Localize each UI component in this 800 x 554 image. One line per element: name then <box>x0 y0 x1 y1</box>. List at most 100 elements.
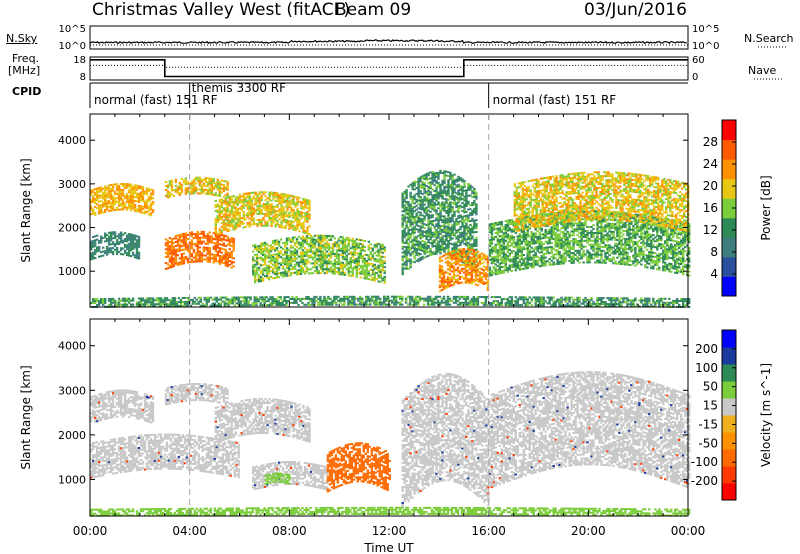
pow-cell <box>236 221 239 224</box>
pow-cell <box>220 251 223 254</box>
pow-cell <box>298 220 301 223</box>
pow-cell <box>435 172 438 175</box>
pow-cell <box>254 246 257 249</box>
pow-cell <box>238 199 241 202</box>
pow-cell <box>530 237 533 239</box>
pow-cell <box>496 233 499 236</box>
pow-cell <box>343 266 347 268</box>
pow-cell <box>405 265 408 268</box>
pow-cell <box>107 241 111 244</box>
pow-cell <box>423 185 426 188</box>
pow-cell <box>441 230 444 233</box>
pow-cell <box>222 215 225 218</box>
pow-cell <box>447 247 450 250</box>
pow-cell <box>359 251 362 253</box>
pow-cell <box>510 252 513 255</box>
pow-cell <box>528 251 531 254</box>
pow-cell <box>278 202 281 205</box>
pow-cell <box>168 252 172 255</box>
pow-cell <box>214 238 217 241</box>
pow-cell <box>351 259 354 262</box>
pow-cell <box>558 245 561 248</box>
pow-cell <box>449 234 452 237</box>
pow-cell <box>498 246 501 249</box>
pow-cell <box>220 212 223 215</box>
pow-cell <box>463 207 466 210</box>
pow-cell <box>224 245 227 247</box>
pow-cell <box>293 248 297 251</box>
pow-cell <box>526 261 529 264</box>
pow-cell <box>468 250 472 253</box>
pow-cell <box>271 253 275 256</box>
pow-cell <box>450 254 454 257</box>
pow-cell <box>423 217 426 220</box>
pow-cell <box>456 268 460 271</box>
pow-cell <box>403 208 406 211</box>
pow-cell <box>309 254 313 257</box>
pow-cell <box>492 261 496 264</box>
pow-cell <box>459 253 462 256</box>
pow-cell <box>457 244 460 247</box>
pow-cell <box>300 205 303 208</box>
pow-cell <box>474 279 478 282</box>
pow-cell <box>98 194 101 197</box>
pow-cell <box>353 247 356 250</box>
pow-cell <box>580 224 583 227</box>
pow-cell <box>212 257 215 260</box>
pow-cell <box>236 204 239 206</box>
pow-cell <box>172 265 176 268</box>
pow-cell <box>490 238 494 241</box>
pow-cell <box>554 249 557 252</box>
pow-cell <box>234 202 237 205</box>
pow-cell <box>439 183 442 186</box>
pow-cell <box>306 214 309 217</box>
pow-cell <box>359 266 362 269</box>
pow-cell <box>419 205 422 208</box>
pow-cell <box>500 224 503 227</box>
pow-cell <box>471 227 474 230</box>
pow-cell <box>463 199 466 202</box>
pow-cell <box>305 254 309 257</box>
pow-cell <box>403 214 406 217</box>
pow-cell <box>304 212 307 215</box>
pow-cell <box>425 198 428 201</box>
pow-cell <box>131 245 135 248</box>
pow-cell <box>212 180 215 183</box>
pow-cell <box>224 199 227 202</box>
pow-cell <box>331 243 335 246</box>
pow-cell <box>319 252 323 255</box>
pow-cell <box>317 264 321 267</box>
pow-cell <box>405 210 408 213</box>
pow-cell <box>315 252 319 255</box>
pow-cell <box>170 256 174 259</box>
pow-cell <box>284 193 287 196</box>
pow-cell <box>280 220 283 223</box>
pow-cell <box>357 246 360 249</box>
pow-cell <box>276 204 279 207</box>
pow-cell <box>129 245 133 248</box>
pow-cell <box>90 199 93 202</box>
pow-cell <box>435 229 438 232</box>
pow-cell <box>242 202 245 205</box>
pow-cell <box>329 252 333 255</box>
pow-cell <box>299 259 303 262</box>
pow-cell <box>560 244 563 247</box>
pow-cell <box>566 246 569 249</box>
pow-cell <box>444 257 448 260</box>
pow-cell <box>439 213 442 216</box>
pow-cell <box>409 197 412 200</box>
pow-cell <box>238 211 241 214</box>
pow-cell <box>526 255 529 258</box>
pow-cell <box>226 200 229 203</box>
pow-cell <box>176 254 180 257</box>
pow-cell <box>476 264 480 267</box>
pow-cell <box>445 229 448 232</box>
pow-cell <box>452 273 456 276</box>
pow-cell <box>407 209 410 212</box>
pow-cell <box>534 252 537 255</box>
pow-cell <box>129 191 133 194</box>
pow-cell <box>468 256 472 259</box>
pow-cell <box>466 263 470 266</box>
pow-cell <box>468 258 472 261</box>
pow-cell <box>409 195 412 198</box>
